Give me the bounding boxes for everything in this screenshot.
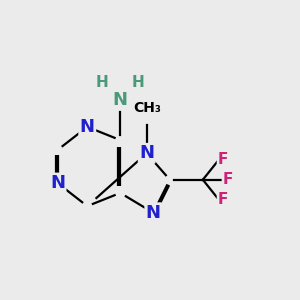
- Text: H: H: [96, 75, 109, 90]
- Text: F: F: [218, 192, 228, 207]
- Text: CH₃: CH₃: [133, 101, 160, 115]
- Text: N: N: [50, 174, 65, 192]
- Text: N: N: [80, 118, 95, 136]
- Text: N: N: [139, 144, 154, 162]
- Text: N: N: [113, 92, 128, 110]
- Text: H: H: [132, 75, 145, 90]
- Text: F: F: [218, 152, 228, 167]
- Text: N: N: [146, 204, 161, 222]
- Text: F: F: [222, 172, 233, 187]
